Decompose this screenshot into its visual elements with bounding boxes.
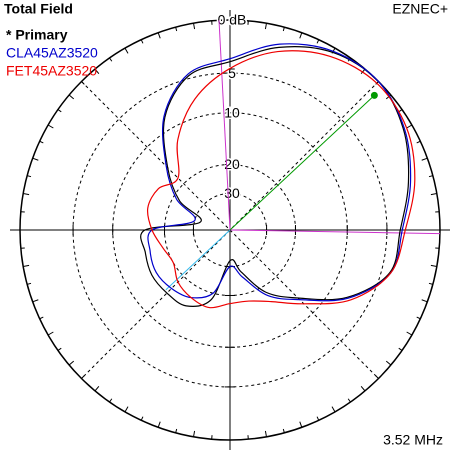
angle-tick — [406, 331, 413, 336]
legend-entry: * Primary — [6, 27, 68, 43]
angle-tick — [68, 360, 75, 366]
pattern-line — [146, 50, 416, 309]
cursor-line — [229, 95, 375, 231]
r-tick-label: 20 — [224, 156, 240, 172]
angle-tick — [406, 124, 413, 129]
legend-entry: FET45AZ3520 — [6, 63, 97, 79]
angle-tick — [94, 385, 100, 392]
angle-tick — [32, 299, 39, 303]
angle-tick — [360, 68, 366, 75]
chart-title: Total Field — [4, 1, 73, 17]
angle-tick — [299, 421, 303, 428]
angle-tick — [264, 430, 267, 437]
angle-tick — [331, 406, 336, 413]
angle-tick — [68, 94, 75, 100]
pattern-line — [140, 46, 410, 307]
angle-tick — [32, 157, 39, 161]
angle-tick — [299, 32, 303, 39]
angle-tick — [264, 23, 267, 30]
angle-tick — [23, 264, 30, 267]
angle-tick — [360, 385, 366, 392]
frequency: 3.52 MHz — [383, 432, 443, 448]
angle-tick — [430, 193, 437, 196]
angle-tick — [23, 193, 30, 196]
angle-tick — [94, 68, 100, 75]
half-power-line — [229, 229, 440, 235]
angle-tick — [421, 299, 428, 303]
angle-tick — [193, 430, 196, 437]
angle-tick — [124, 47, 129, 54]
angle-tick — [430, 264, 437, 267]
angle-tick — [157, 421, 161, 428]
angle-tick — [157, 32, 161, 39]
cursor-marker — [370, 91, 378, 99]
r-tick-label: 5 — [228, 65, 236, 81]
angle-tick — [421, 157, 428, 161]
r-tick-label: 30 — [224, 185, 240, 201]
half-power-line — [218, 20, 231, 231]
r-tick-label: 0 dB — [218, 12, 247, 28]
angle-tick — [47, 331, 54, 336]
r-tick-label: 10 — [224, 104, 240, 120]
angle-tick — [385, 360, 392, 366]
legend-entry: CLA45AZ3520 — [6, 45, 98, 61]
program-name: EZNEC+ — [392, 1, 448, 17]
pattern-line — [147, 43, 412, 302]
angle-tick — [193, 23, 196, 30]
angle-tick — [124, 406, 129, 413]
angle-tick — [47, 124, 54, 129]
